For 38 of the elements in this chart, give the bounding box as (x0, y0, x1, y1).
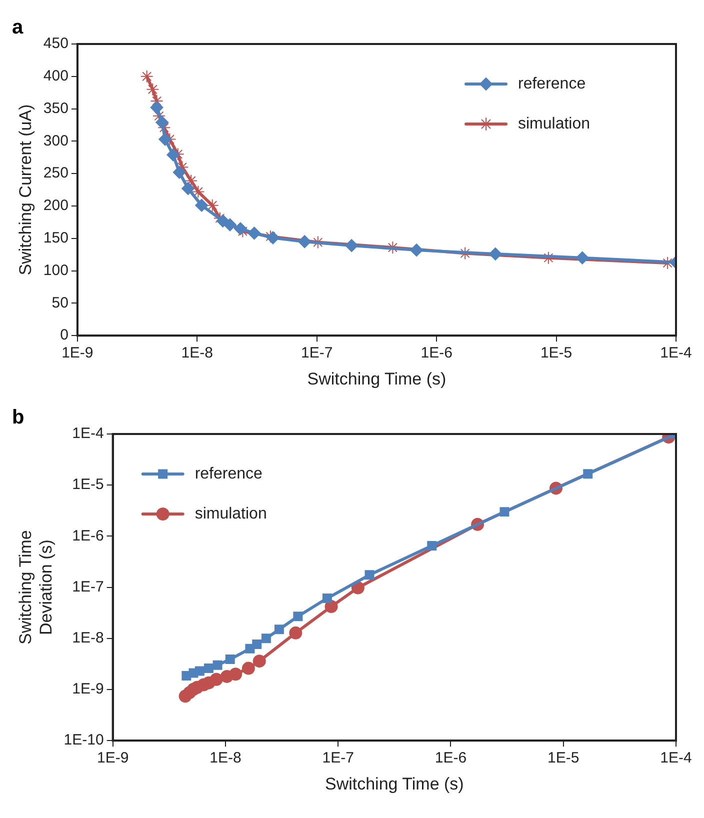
y-tick-label: 250 (43, 164, 68, 182)
legend-label: simulation (194, 505, 267, 522)
x-tick-label: 1E-7 (322, 750, 354, 767)
y-tick-label: 300 (43, 132, 68, 150)
x-tick-label: 1E-8 (210, 750, 242, 767)
x-tick-label: 1E-4 (660, 750, 692, 767)
x-tick-label: 1E-5 (540, 344, 572, 362)
x-tick-label: 1E-6 (420, 344, 452, 362)
legend-label: reference (518, 75, 586, 92)
x-tick-label: 1E-6 (434, 750, 467, 767)
y-tick-label: 1E-5 (72, 476, 104, 494)
y-tick-label: 50 (52, 294, 68, 312)
chart-title: a (12, 16, 24, 39)
y-tick-label: 450 (43, 35, 68, 52)
x-axis-title: Switching Time (s) (307, 369, 446, 388)
y-tick-label: 1E-6 (72, 527, 104, 544)
y-tick-label: 100 (43, 262, 68, 279)
y-axis-title: Switching Time Deviation (s) (16, 530, 56, 644)
x-tick-label: 1E-5 (548, 750, 580, 767)
chart-title: b (12, 406, 24, 429)
y-tick-label: 1E-4 (72, 425, 104, 442)
x-tick-label: 1E-8 (181, 344, 213, 362)
legend-label: simulation (518, 115, 590, 132)
y-tick-label: 400 (43, 68, 68, 85)
y-tick-label: 0 (60, 326, 68, 344)
x-tick-label: 1E-4 (660, 344, 692, 362)
y-tick-label: 350 (43, 100, 68, 117)
legend-label: reference (194, 465, 263, 482)
x-tick-label: 1E-9 (96, 750, 129, 767)
x-axis-title: Switching Time (s) (324, 774, 464, 794)
y-tick-label: 150 (43, 230, 68, 247)
y-axis-title: Switching Current (uA) (16, 104, 35, 276)
x-tick-label: 1E-7 (301, 344, 333, 362)
y-tick-label: 1E-10 (64, 732, 104, 749)
y-tick-label: 1E-9 (72, 680, 104, 698)
y-tick-label: 1E-7 (72, 578, 104, 596)
y-tick-label: 200 (43, 197, 68, 214)
y-tick-label: 1E-8 (72, 630, 104, 647)
